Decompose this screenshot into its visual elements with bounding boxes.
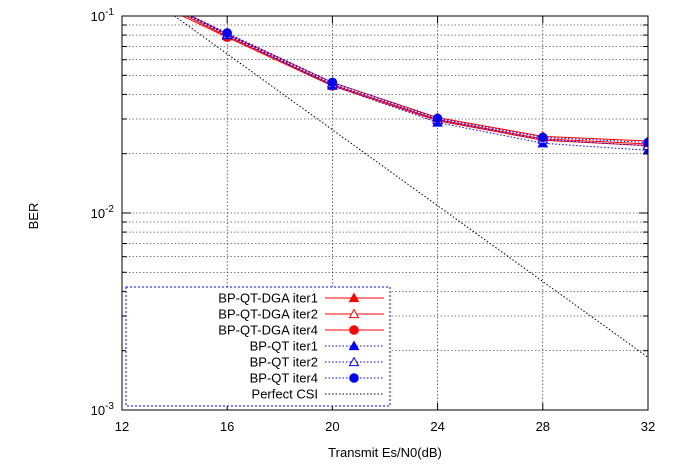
legend-label: Perfect CSI — [252, 387, 318, 402]
series-line — [190, 16, 648, 142]
legend-label: BP-QT-DGA iter1 — [218, 291, 318, 306]
x-axis-title: Transmit Es/N0(dB) — [328, 445, 442, 460]
x-tick-label: 32 — [641, 419, 655, 434]
legend-marker — [349, 373, 359, 383]
data-point — [432, 113, 443, 124]
legend-label: BP-QT-DGA iter4 — [218, 323, 318, 338]
series-layer — [174, 16, 648, 358]
data-point — [327, 77, 338, 88]
series-6 — [190, 16, 648, 148]
series-7 — [174, 16, 648, 358]
x-tick-label: 12 — [115, 419, 129, 434]
series-line — [181, 16, 648, 147]
series-5 — [187, 16, 648, 151]
x-tick-label: 20 — [325, 419, 339, 434]
x-tick-label: 28 — [536, 419, 550, 434]
data-point — [643, 137, 648, 148]
series-line — [187, 16, 648, 147]
y-tick-label: 10-2 — [91, 204, 115, 221]
series-line — [187, 16, 648, 151]
legend-label: BP-QT-DGA iter2 — [218, 307, 318, 322]
legend-label: BP-QT iter1 — [250, 339, 318, 354]
x-tick-label: 16 — [220, 419, 234, 434]
axis-ticks: 12 16 20 24 28 32 10-3 10-2 10-1 — [91, 7, 656, 434]
legend-marker — [348, 292, 360, 303]
series-line — [185, 16, 648, 145]
x-tick-label: 24 — [430, 419, 444, 434]
y-tick-label: 10-1 — [91, 7, 115, 24]
y-tick-label: 10-3 — [91, 401, 115, 418]
legend-marker — [348, 340, 360, 351]
y-axis-title: BER — [26, 203, 41, 230]
legend-marker — [349, 325, 359, 335]
series-line — [190, 16, 648, 143]
data-point — [222, 28, 232, 38]
series-line — [174, 16, 648, 358]
legend-marker — [348, 308, 360, 319]
legend-label: BP-QT iter2 — [250, 355, 318, 370]
data-point — [538, 132, 548, 143]
legend-marker — [348, 356, 360, 367]
legend-label: BP-QT iter4 — [250, 371, 318, 386]
